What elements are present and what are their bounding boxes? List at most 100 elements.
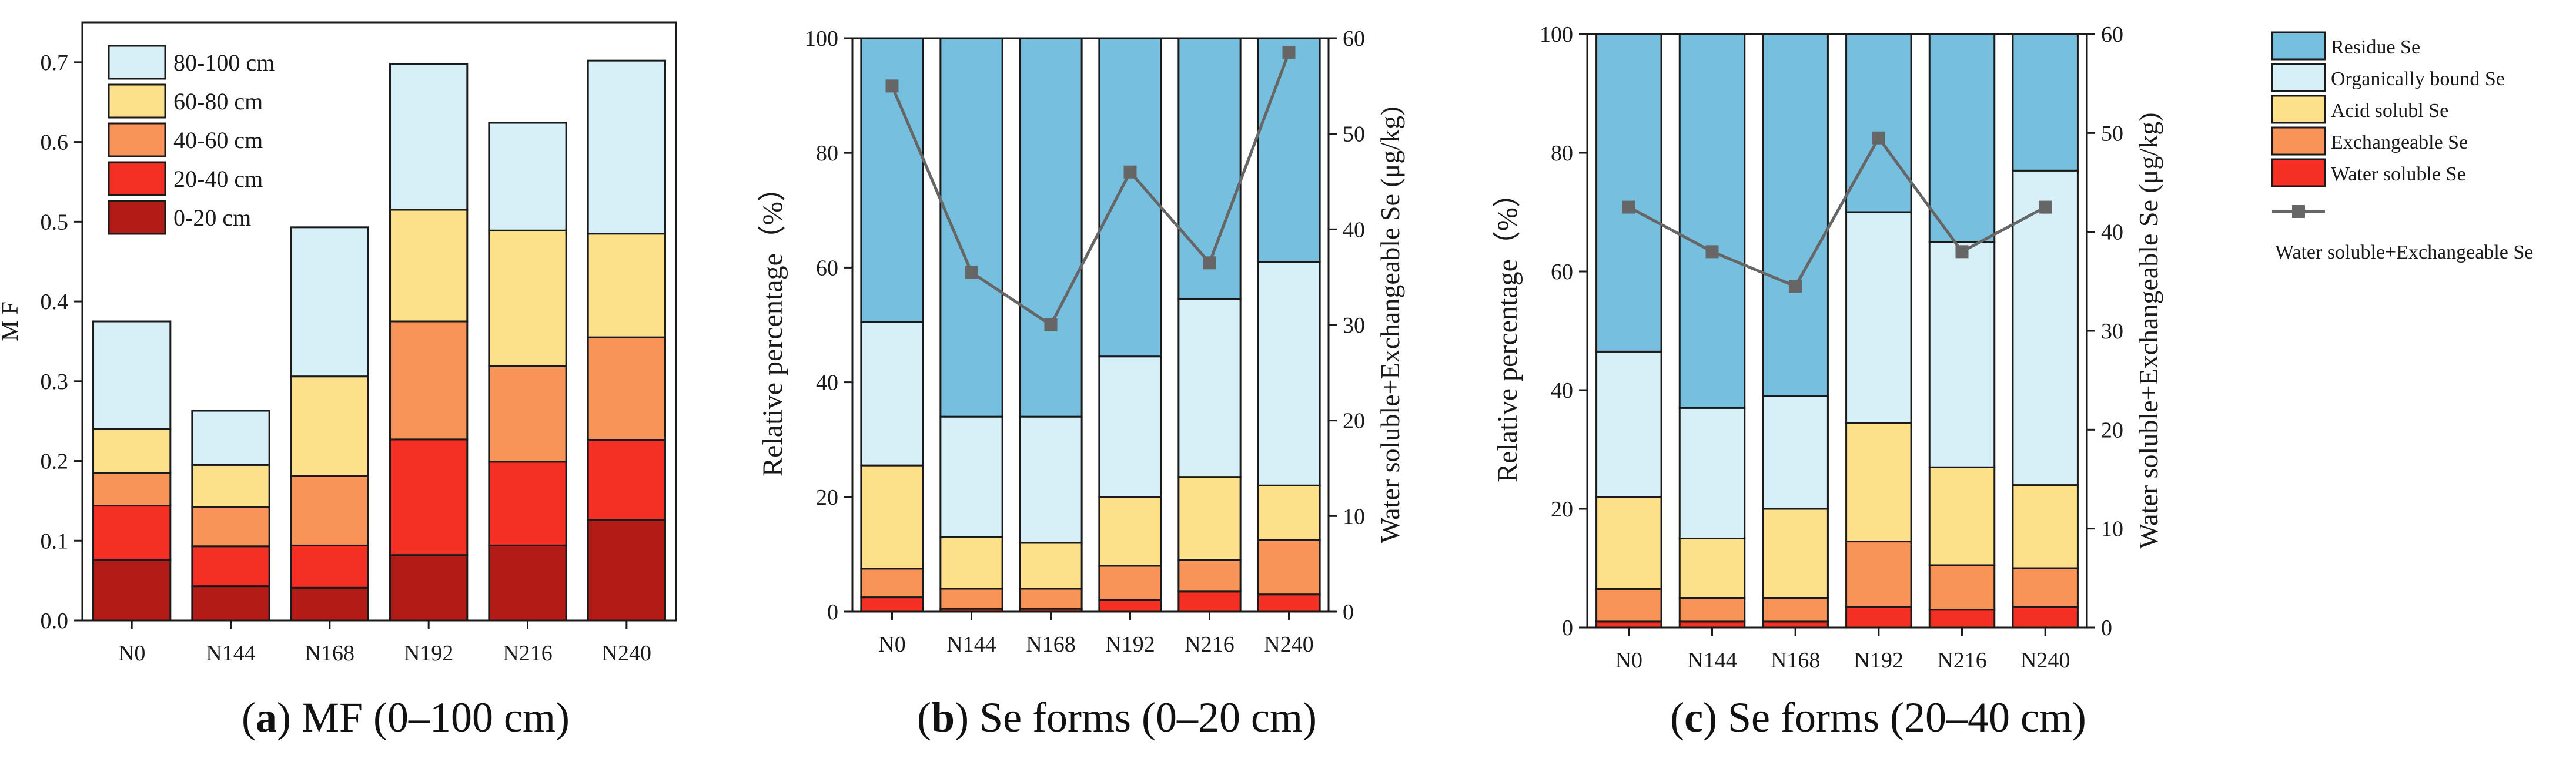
y2-tick-label: 30 bbox=[2101, 319, 2123, 344]
y-tick-label: 0.1 bbox=[41, 529, 69, 553]
bar-80-100-cm-n144 bbox=[191, 410, 270, 466]
x-tick-label-n144: N144 bbox=[206, 641, 255, 666]
bar-60-80-cm-n144 bbox=[191, 464, 270, 508]
line-point-n144 bbox=[965, 266, 978, 279]
x-tick-label-n216: N216 bbox=[1185, 632, 1234, 657]
y2-tick-label: 60 bbox=[1343, 26, 1365, 51]
bar-residue-se-n216 bbox=[1928, 33, 1996, 243]
bar-acid-solubl-se-n144 bbox=[939, 536, 1003, 590]
legend-swatch-0-20-cm bbox=[108, 200, 166, 235]
y2-tick-label: 40 bbox=[2101, 220, 2123, 245]
bar-60-80-cm-n0 bbox=[92, 428, 172, 474]
bar-organically-bound-se-n216 bbox=[1928, 241, 1996, 468]
bar-60-80-cm-n168 bbox=[290, 375, 369, 477]
legend-line-label: Water soluble+Exchangeable Se bbox=[2275, 241, 2533, 263]
bar-60-80-cm-n240 bbox=[587, 233, 666, 338]
bar-acid-solubl-se-n168 bbox=[1762, 508, 1829, 599]
bar-exchangeable-se-n168 bbox=[1762, 597, 1829, 623]
bar-residue-se-n144 bbox=[939, 37, 1003, 418]
caption-b: (b) Se forms (0–20 cm) bbox=[917, 694, 1317, 741]
bar-water-soluble-se-n0 bbox=[1595, 620, 1662, 629]
y2-tick-label: 10 bbox=[1343, 504, 1365, 529]
line-water-soluble-exchangeable-se bbox=[1628, 135, 2046, 288]
caption-c: (c) Se forms (20–40 cm) bbox=[1670, 694, 2086, 741]
bar-exchangeable-se-n144 bbox=[1678, 597, 1746, 623]
legend-label-60-80-cm: 60-80 cm bbox=[173, 88, 263, 115]
bar-0-20-cm-n0 bbox=[92, 559, 172, 622]
y-tick-label: 60 bbox=[816, 256, 838, 280]
y2-tick-label: 0 bbox=[2101, 616, 2112, 640]
y-axis-label: M F bbox=[0, 301, 23, 341]
bar-exchangeable-se-n168 bbox=[1019, 588, 1083, 610]
y-axis-label: Relative percentage（%） bbox=[1492, 179, 1523, 482]
bar-20-40-cm-n216 bbox=[488, 461, 567, 546]
bar-exchangeable-se-n216 bbox=[1928, 564, 1996, 611]
y2-tick-label: 30 bbox=[1343, 313, 1365, 338]
line-point-n168 bbox=[1044, 318, 1058, 331]
y2-tick-label: 40 bbox=[1343, 217, 1365, 242]
bar-0-20-cm-n216 bbox=[488, 544, 567, 622]
line-point-n216 bbox=[1955, 245, 1969, 259]
legend-label-residue-se: Residue Se bbox=[2331, 36, 2420, 58]
bar-exchangeable-se-n192 bbox=[1098, 565, 1162, 601]
bar-20-40-cm-n0 bbox=[92, 505, 172, 561]
bar-0-20-cm-n240 bbox=[587, 519, 666, 622]
y-tick-label: 0.6 bbox=[41, 130, 69, 155]
y-tick-label: 0 bbox=[827, 600, 838, 625]
bar-acid-solubl-se-n168 bbox=[1019, 542, 1083, 590]
bar-organically-bound-se-n216 bbox=[1177, 298, 1242, 478]
bar-residue-se-n240 bbox=[1257, 37, 1321, 263]
line-point-n192 bbox=[1872, 131, 1885, 145]
x-tick-label-n240: N240 bbox=[602, 641, 651, 666]
caption-b-letter: b bbox=[931, 694, 955, 741]
bar-80-100-cm-n216 bbox=[488, 122, 567, 231]
bar-20-40-cm-n144 bbox=[191, 545, 270, 588]
bar-acid-solubl-se-n144 bbox=[1678, 538, 1746, 599]
bar-80-100-cm-n168 bbox=[290, 226, 369, 378]
legend-label-80-100-cm: 80-100 cm bbox=[173, 49, 275, 76]
caption-a-text: MF (0–100 cm) bbox=[290, 694, 570, 741]
legend-swatch-20-40-cm bbox=[108, 161, 166, 196]
bar-acid-solubl-se-n240 bbox=[1257, 484, 1321, 541]
bar-residue-se-n192 bbox=[1845, 33, 1912, 213]
bar-exchangeable-se-n0 bbox=[1595, 588, 1662, 623]
bar-residue-se-n0 bbox=[1595, 33, 1662, 353]
y-tick-label: 0 bbox=[1562, 616, 1573, 640]
x-tick-label-n144: N144 bbox=[946, 632, 996, 657]
bar-acid-solubl-se-n192 bbox=[1845, 422, 1912, 543]
legend-label-exchangeable-se: Exchangeable Se bbox=[2331, 132, 2468, 153]
bar-water-soluble-se-n0 bbox=[860, 596, 924, 613]
legend-swatch-80-100-cm bbox=[108, 45, 166, 80]
x-tick-label-n168: N168 bbox=[1771, 648, 1820, 673]
bar-40-60-cm-n216 bbox=[488, 365, 567, 463]
bar-40-60-cm-n192 bbox=[389, 320, 469, 441]
bar-residue-se-n144 bbox=[1678, 33, 1746, 409]
line-point-n168 bbox=[1789, 280, 1802, 293]
caption-b-text: Se forms (0–20 cm) bbox=[969, 694, 1317, 741]
bar-60-80-cm-n216 bbox=[488, 229, 567, 367]
y2-tick-label: 60 bbox=[2101, 22, 2123, 47]
x-tick-label-n168: N168 bbox=[1026, 632, 1075, 657]
x-tick-label-n0: N0 bbox=[118, 641, 145, 666]
bar-0-20-cm-n168 bbox=[290, 586, 369, 622]
y2-tick-label: 10 bbox=[2101, 517, 2123, 542]
y-tick-label: 0.3 bbox=[41, 370, 69, 394]
y2-tick-label: 50 bbox=[1343, 122, 1365, 147]
y-tick-label: 20 bbox=[816, 485, 838, 510]
y2-axis-label: Water soluble+Exchangeable Se (μg/kg) bbox=[1375, 106, 1405, 543]
x-tick-label-n192: N192 bbox=[1854, 648, 1903, 673]
legend-label-0-20-cm: 0-20 cm bbox=[173, 204, 251, 231]
line-point-n0 bbox=[885, 79, 899, 93]
legend-swatch-40-60-cm bbox=[108, 122, 166, 157]
y2-tick-label: 50 bbox=[2101, 121, 2123, 146]
x-tick-label-n240: N240 bbox=[2020, 648, 2070, 673]
bar-organically-bound-se-n0 bbox=[860, 321, 924, 467]
legend-label-water-soluble-se: Water soluble Se bbox=[2331, 163, 2466, 185]
legend-swatch-water-soluble-se bbox=[2271, 158, 2326, 187]
bar-water-soluble-se-n240 bbox=[1257, 593, 1321, 613]
caption-c-letter: c bbox=[1684, 694, 1704, 741]
bar-acid-solubl-se-n240 bbox=[2012, 484, 2079, 569]
y-tick-label: 40 bbox=[1551, 378, 1573, 403]
bar-0-20-cm-n144 bbox=[191, 585, 270, 622]
